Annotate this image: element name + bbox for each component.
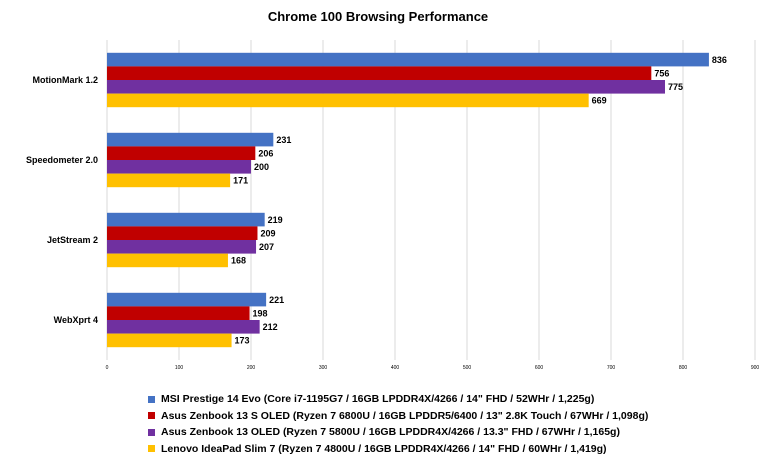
bar	[107, 253, 228, 268]
gridlines	[106, 40, 756, 360]
bars	[107, 52, 709, 348]
category-labels: MotionMark 1.2 Speedometer 2.0 JetStream 2…	[26, 75, 98, 325]
bar-value-label: 207	[259, 242, 274, 252]
x-tick-label: 900	[751, 365, 760, 371]
bar	[107, 52, 709, 67]
legend-label: Asus Zenbook 13 OLED (Ryzen 7 5800U / 16…	[161, 426, 620, 439]
bar-value-label: 212	[263, 322, 278, 332]
legend-label: Lenovo IdeaPad Slim 7 (Ryzen 7 4800U / 1…	[161, 442, 607, 455]
bar	[107, 66, 652, 80]
category-label: WebXprt 4	[54, 315, 98, 325]
legend-swatch	[148, 412, 155, 420]
bar-value-label: 219	[268, 215, 283, 225]
bar-value-label: 173	[235, 336, 250, 346]
value-labels: 8367567756692312062001712192092071682211…	[231, 55, 727, 346]
bar-value-label: 200	[254, 162, 269, 172]
bar-value-label: 206	[258, 148, 273, 158]
category-label: JetStream 2	[47, 235, 98, 245]
legend-label: MSI Prestige 14 Evo (Core i7-1195G7 / 16…	[161, 393, 595, 406]
bar-value-label: 756	[654, 68, 669, 78]
bar	[107, 93, 589, 108]
bar-value-label: 836	[712, 55, 727, 65]
legend: MSI Prestige 14 Evo (Core i7-1195G7 / 16…	[148, 391, 708, 457]
bar	[107, 240, 257, 254]
bar	[107, 160, 251, 174]
bar-value-label: 669	[592, 96, 607, 106]
legend-item: Asus Zenbook 13 OLED (Ryzen 7 5800U / 16…	[148, 424, 708, 441]
legend-label: Asus Zenbook 13 S OLED (Ryzen 7 6800U / …	[161, 409, 649, 422]
bar	[107, 333, 232, 348]
legend-swatch	[148, 445, 155, 453]
category-label: Speedometer 2.0	[26, 155, 98, 165]
x-tick-label: 700	[607, 365, 616, 371]
bar	[107, 226, 258, 240]
x-tick-label: 200	[247, 365, 256, 371]
bar	[107, 132, 274, 147]
bar	[107, 306, 250, 320]
x-tick-label: 0	[106, 365, 109, 371]
chart-title: Chrome 100 Browsing Performance	[268, 9, 488, 24]
x-tick-label: 800	[679, 365, 688, 371]
bar	[107, 146, 256, 160]
x-tick-label: 500	[463, 365, 472, 371]
bar-value-label: 209	[260, 228, 275, 238]
bar	[107, 320, 260, 334]
bar	[107, 80, 665, 94]
legend-item: MSI Prestige 14 Evo (Core i7-1195G7 / 16…	[148, 391, 708, 408]
bar	[107, 173, 231, 188]
bar-value-label: 171	[233, 176, 248, 186]
bar	[107, 212, 265, 227]
legend-swatch	[148, 428, 155, 436]
x-tick-label: 300	[319, 365, 328, 371]
bar-value-label: 221	[269, 295, 284, 305]
bar-value-label: 775	[668, 82, 683, 92]
bar-value-label: 231	[276, 135, 291, 145]
x-tick-labels: 0 100 200 300 400 500 600 700 800 900	[106, 365, 760, 371]
legend-item: Lenovo IdeaPad Slim 7 (Ryzen 7 4800U / 1…	[148, 441, 708, 458]
bar-value-label: 168	[231, 256, 246, 266]
x-tick-label: 400	[391, 365, 400, 371]
x-tick-label: 100	[175, 365, 184, 371]
category-label: MotionMark 1.2	[32, 75, 98, 85]
x-tick-label: 600	[535, 365, 544, 371]
bar-value-label: 198	[253, 308, 268, 318]
bar	[107, 292, 267, 307]
legend-item: Asus Zenbook 13 S OLED (Ryzen 7 6800U / …	[148, 408, 708, 425]
legend-swatch	[148, 395, 155, 403]
